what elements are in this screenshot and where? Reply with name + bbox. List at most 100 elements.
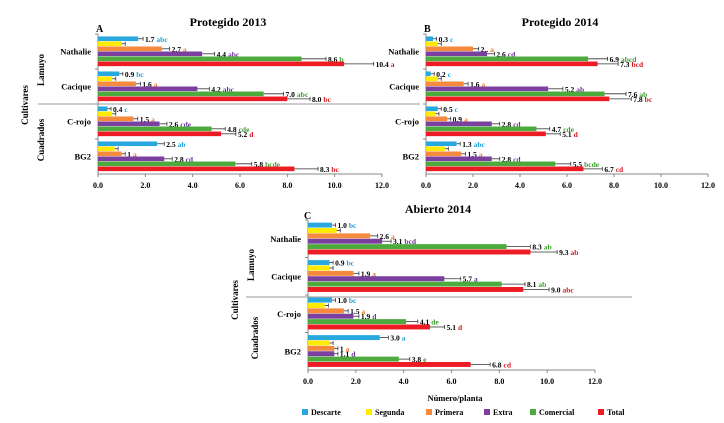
data-label: 8.3 bc xyxy=(320,165,340,174)
bar xyxy=(98,46,162,52)
x-tick-label: 8.0 xyxy=(282,181,292,190)
bar xyxy=(308,313,354,319)
data-label: 8.0 bc xyxy=(312,95,332,104)
category-label: C-rojo xyxy=(395,117,419,127)
bar xyxy=(98,156,165,162)
panel-c: C Abierto 2014 Lamuyo Cuadrados Cultivar… xyxy=(230,202,632,403)
bar xyxy=(308,324,430,330)
data-label: 5.5 bcde xyxy=(573,160,600,169)
data-label: 7.0 abc xyxy=(286,90,309,99)
data-label: 5.1 d xyxy=(447,323,463,332)
category-label: Cacique xyxy=(389,82,419,92)
panel-a-letter: A xyxy=(96,24,104,35)
panel-a-group-cuadrados: Cuadrados xyxy=(36,118,46,161)
data-label: 6.7 cd xyxy=(604,165,624,174)
data-label: 1.1 d xyxy=(340,350,356,359)
bar xyxy=(426,116,448,122)
x-tick-label: 2.0 xyxy=(140,181,150,190)
bar xyxy=(308,244,507,250)
bar xyxy=(426,76,438,82)
bar xyxy=(308,303,325,308)
category-label: Nathalie xyxy=(388,47,419,57)
x-tick-label: 2.0 xyxy=(351,377,361,386)
category-label: C-rojo xyxy=(277,309,301,319)
bar xyxy=(98,86,198,92)
bar xyxy=(98,141,158,147)
bar xyxy=(426,36,434,42)
bar xyxy=(308,362,471,367)
bar xyxy=(308,222,332,228)
x-tick-label: 10.0 xyxy=(328,181,342,190)
bar xyxy=(426,111,436,117)
bar xyxy=(98,81,136,87)
legend-label: Total xyxy=(607,408,625,417)
data-label: 8.3 ab xyxy=(532,243,551,252)
panel-c-title: Abierto 2014 xyxy=(405,202,471,216)
x-tick-label: 4.0 xyxy=(515,181,525,190)
bar xyxy=(98,131,222,137)
data-label: 1.5 a xyxy=(350,307,365,316)
bar xyxy=(308,238,383,244)
bar xyxy=(426,61,598,67)
legend-label: Extra xyxy=(493,408,513,417)
bar xyxy=(98,166,295,172)
panel-a: A Protegido 2013 Lamuyo Cuadrados Cultiv… xyxy=(20,15,420,190)
x-tick-label: 0.0 xyxy=(303,377,313,386)
bar xyxy=(98,106,108,112)
panel-a-group-lamuyo: Lamuyo xyxy=(36,54,46,87)
panel-a-plot: 0.0 2.0 4.0 6.0 8.0 10.0 12.0 Nathalie 1.7 abc 2.7… xyxy=(60,33,395,190)
data-label: 7.8 bc xyxy=(633,95,653,104)
bar xyxy=(426,141,457,147)
category-label: BG2 xyxy=(402,152,419,162)
x-tick-label: 8.0 xyxy=(609,181,619,190)
bar xyxy=(98,121,160,127)
bar xyxy=(308,270,354,276)
bar xyxy=(98,41,122,47)
bar xyxy=(426,151,462,157)
data-label: 3.1 bcd xyxy=(393,237,417,246)
legend-swatch xyxy=(366,409,372,415)
category-label: Nathalie xyxy=(270,234,301,244)
bar xyxy=(426,51,488,57)
data-label: 1.3 abc xyxy=(462,140,485,149)
x-tick-label: 12.0 xyxy=(588,377,602,386)
panel-c-plot: 0.0 2.0 4.0 6.0 8.0 10.0 12.0 Nathalie 1.0 bc 2.6 a… xyxy=(270,219,602,386)
category-label: Nathalie xyxy=(60,47,91,57)
bar xyxy=(426,146,445,152)
data-label: 1.9 a xyxy=(361,269,376,278)
x-tick-label: 0.0 xyxy=(421,181,431,190)
bar xyxy=(308,351,335,357)
bar xyxy=(308,265,330,271)
data-label: 2.6 cd xyxy=(496,50,516,59)
legend-label: Segunda xyxy=(375,408,404,417)
panel-c-letter: C xyxy=(304,211,311,222)
data-label: 2.6 cde xyxy=(169,120,192,129)
x-tick-label: 8.0 xyxy=(494,377,504,386)
bar xyxy=(308,340,330,346)
panel-c-group-lamuyo: Lamuyo xyxy=(246,249,256,282)
bar xyxy=(308,260,330,266)
x-tick-label: 4.0 xyxy=(188,181,198,190)
data-label: 2.8 cd xyxy=(502,120,522,129)
bar xyxy=(98,71,120,77)
data-label: 9.0 abc xyxy=(551,285,574,294)
bar xyxy=(308,281,502,287)
panel-b-letter: B xyxy=(424,24,431,35)
bar xyxy=(308,287,524,292)
bar xyxy=(98,126,212,132)
x-tick-label: 2.0 xyxy=(468,181,478,190)
bar xyxy=(98,116,134,122)
data-label: 9.3 ab xyxy=(559,248,578,257)
bar xyxy=(308,345,335,351)
legend-swatch xyxy=(426,409,432,415)
data-label: 2.6 a xyxy=(380,232,395,241)
category-label: BG2 xyxy=(74,152,91,162)
legend-swatch xyxy=(484,409,490,415)
data-label: 5.8 bcde xyxy=(254,160,281,169)
data-label: 5.2 d xyxy=(238,130,254,139)
bar xyxy=(98,151,122,157)
